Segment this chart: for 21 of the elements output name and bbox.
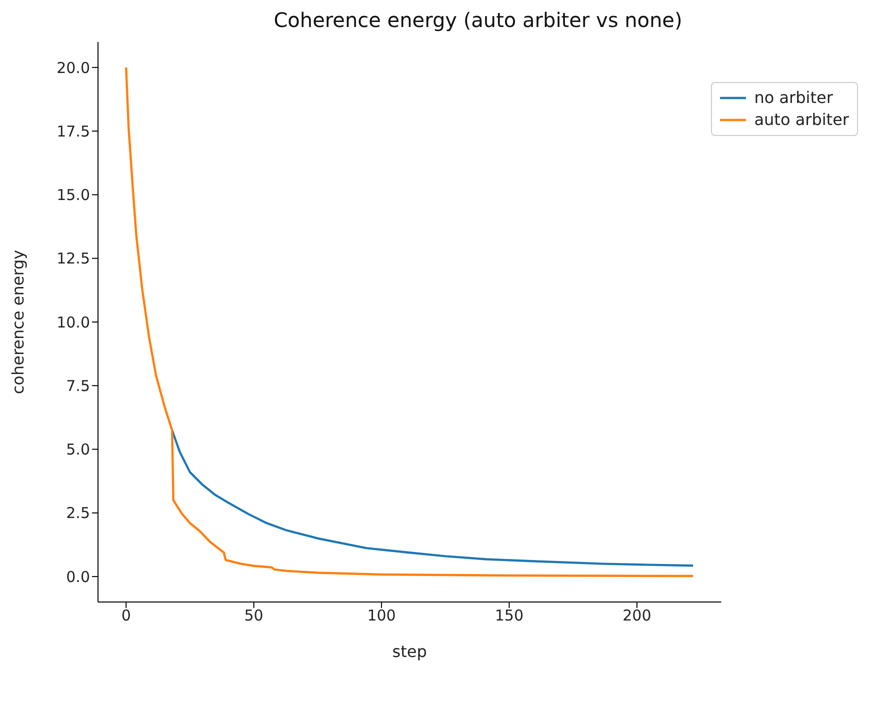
x-tick-label: 50 [244,606,264,625]
legend-label: no arbiter [754,87,833,109]
y-tick-label: 20.0 [56,58,90,77]
x-axis-title: step [392,642,427,661]
x-tick-label: 200 [622,606,652,625]
chart-title: Coherence energy (auto arbiter vs none) [272,8,684,32]
x-tick-label: 0 [121,606,131,625]
line-series [170,429,694,567]
x-tick-label: 100 [367,606,396,625]
y-tick-label: 17.5 [56,122,90,140]
legend-label: auto arbiter [754,109,849,131]
x-tick-label: 150 [494,606,524,625]
y-tick-label: 10.0 [56,313,90,332]
y-tick-label: 2.5 [66,504,90,522]
y-tick-label: 15.0 [56,186,90,204]
y-tick-label: 12.5 [56,250,90,268]
y-tick-label: 7.5 [66,376,90,395]
y-tick-label: 0.0 [66,568,90,586]
y-tick-label: 5.0 [66,440,90,459]
line-series [124,66,694,578]
y-axis-title: coherence energy [8,250,28,394]
